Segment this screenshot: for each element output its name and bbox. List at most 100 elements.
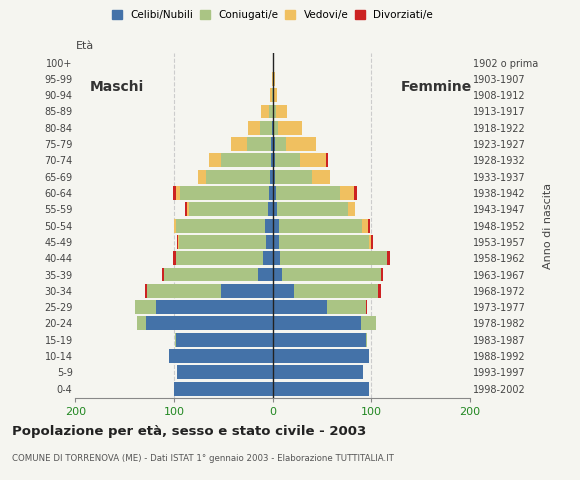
- Bar: [273, 154, 274, 168]
- Text: Popolazione per età, sesso e stato civile - 2003: Popolazione per età, sesso e stato civil…: [12, 425, 366, 438]
- Bar: [273, 203, 277, 216]
- Bar: [175, 333, 176, 347]
- Bar: [368, 219, 370, 232]
- Bar: [273, 105, 274, 119]
- Bar: [273, 365, 363, 379]
- Bar: [269, 105, 273, 119]
- Bar: [147, 284, 222, 298]
- Bar: [176, 186, 180, 200]
- Bar: [278, 235, 369, 249]
- Bar: [274, 154, 300, 168]
- Bar: [287, 137, 316, 151]
- Bar: [271, 137, 273, 151]
- Bar: [209, 154, 222, 168]
- Bar: [273, 349, 369, 363]
- Bar: [369, 235, 371, 249]
- Bar: [270, 170, 273, 184]
- Bar: [176, 251, 263, 265]
- Bar: [177, 365, 273, 379]
- Bar: [271, 72, 273, 86]
- Bar: [248, 121, 260, 135]
- Bar: [205, 170, 270, 184]
- Bar: [274, 121, 278, 135]
- Bar: [271, 121, 273, 135]
- Bar: [273, 121, 274, 135]
- Bar: [263, 251, 273, 265]
- Bar: [294, 284, 378, 298]
- Bar: [273, 235, 278, 249]
- Bar: [174, 382, 273, 396]
- Bar: [273, 382, 369, 396]
- Bar: [273, 267, 282, 281]
- Text: Maschi: Maschi: [90, 80, 144, 94]
- Bar: [281, 251, 387, 265]
- Bar: [387, 251, 390, 265]
- Bar: [169, 349, 273, 363]
- Bar: [198, 170, 205, 184]
- Bar: [278, 219, 362, 232]
- Bar: [274, 137, 287, 151]
- Bar: [271, 154, 273, 168]
- Bar: [276, 186, 340, 200]
- Bar: [276, 105, 288, 119]
- Bar: [247, 137, 271, 151]
- Bar: [173, 251, 176, 265]
- Text: Femmine: Femmine: [401, 80, 472, 94]
- Bar: [222, 284, 273, 298]
- Bar: [273, 284, 294, 298]
- Bar: [176, 219, 264, 232]
- Bar: [156, 300, 273, 314]
- Bar: [185, 203, 187, 216]
- Bar: [187, 203, 189, 216]
- Bar: [278, 121, 302, 135]
- Bar: [371, 235, 373, 249]
- Text: Età: Età: [75, 41, 93, 51]
- Bar: [135, 300, 156, 314]
- Bar: [277, 203, 347, 216]
- Bar: [300, 154, 326, 168]
- Bar: [176, 333, 273, 347]
- Bar: [340, 186, 354, 200]
- Bar: [273, 333, 367, 347]
- Bar: [164, 267, 258, 281]
- Bar: [273, 56, 274, 70]
- Bar: [260, 121, 271, 135]
- Bar: [347, 203, 356, 216]
- Bar: [273, 251, 281, 265]
- Bar: [362, 219, 368, 232]
- Bar: [162, 267, 164, 281]
- Bar: [270, 88, 271, 102]
- Bar: [189, 203, 268, 216]
- Bar: [271, 88, 273, 102]
- Bar: [273, 170, 274, 184]
- Y-axis label: Anno di nascita: Anno di nascita: [543, 182, 553, 269]
- Bar: [273, 186, 275, 200]
- Bar: [174, 219, 176, 232]
- Bar: [273, 72, 274, 86]
- Bar: [264, 219, 273, 232]
- Bar: [312, 170, 330, 184]
- Bar: [258, 267, 273, 281]
- Bar: [273, 137, 274, 151]
- Bar: [231, 137, 247, 151]
- Bar: [173, 186, 176, 200]
- Bar: [180, 186, 269, 200]
- Bar: [282, 267, 381, 281]
- Bar: [327, 300, 367, 314]
- Text: COMUNE DI TORRENOVA (ME) - Dati ISTAT 1° gennaio 2003 - Elaborazione TUTTITALIA.: COMUNE DI TORRENOVA (ME) - Dati ISTAT 1°…: [12, 454, 393, 463]
- Legend: Celibi/Nubili, Coniugati/e, Vedovi/e, Divorziati/e: Celibi/Nubili, Coniugati/e, Vedovi/e, Di…: [112, 10, 433, 20]
- Bar: [274, 170, 312, 184]
- Bar: [361, 316, 376, 330]
- Bar: [273, 219, 278, 232]
- Bar: [273, 88, 277, 102]
- Bar: [261, 105, 269, 119]
- Bar: [326, 154, 328, 168]
- Bar: [177, 235, 178, 249]
- Bar: [268, 203, 273, 216]
- Bar: [273, 300, 327, 314]
- Bar: [378, 284, 381, 298]
- Bar: [146, 316, 273, 330]
- Bar: [269, 186, 273, 200]
- Bar: [266, 235, 273, 249]
- Bar: [274, 105, 276, 119]
